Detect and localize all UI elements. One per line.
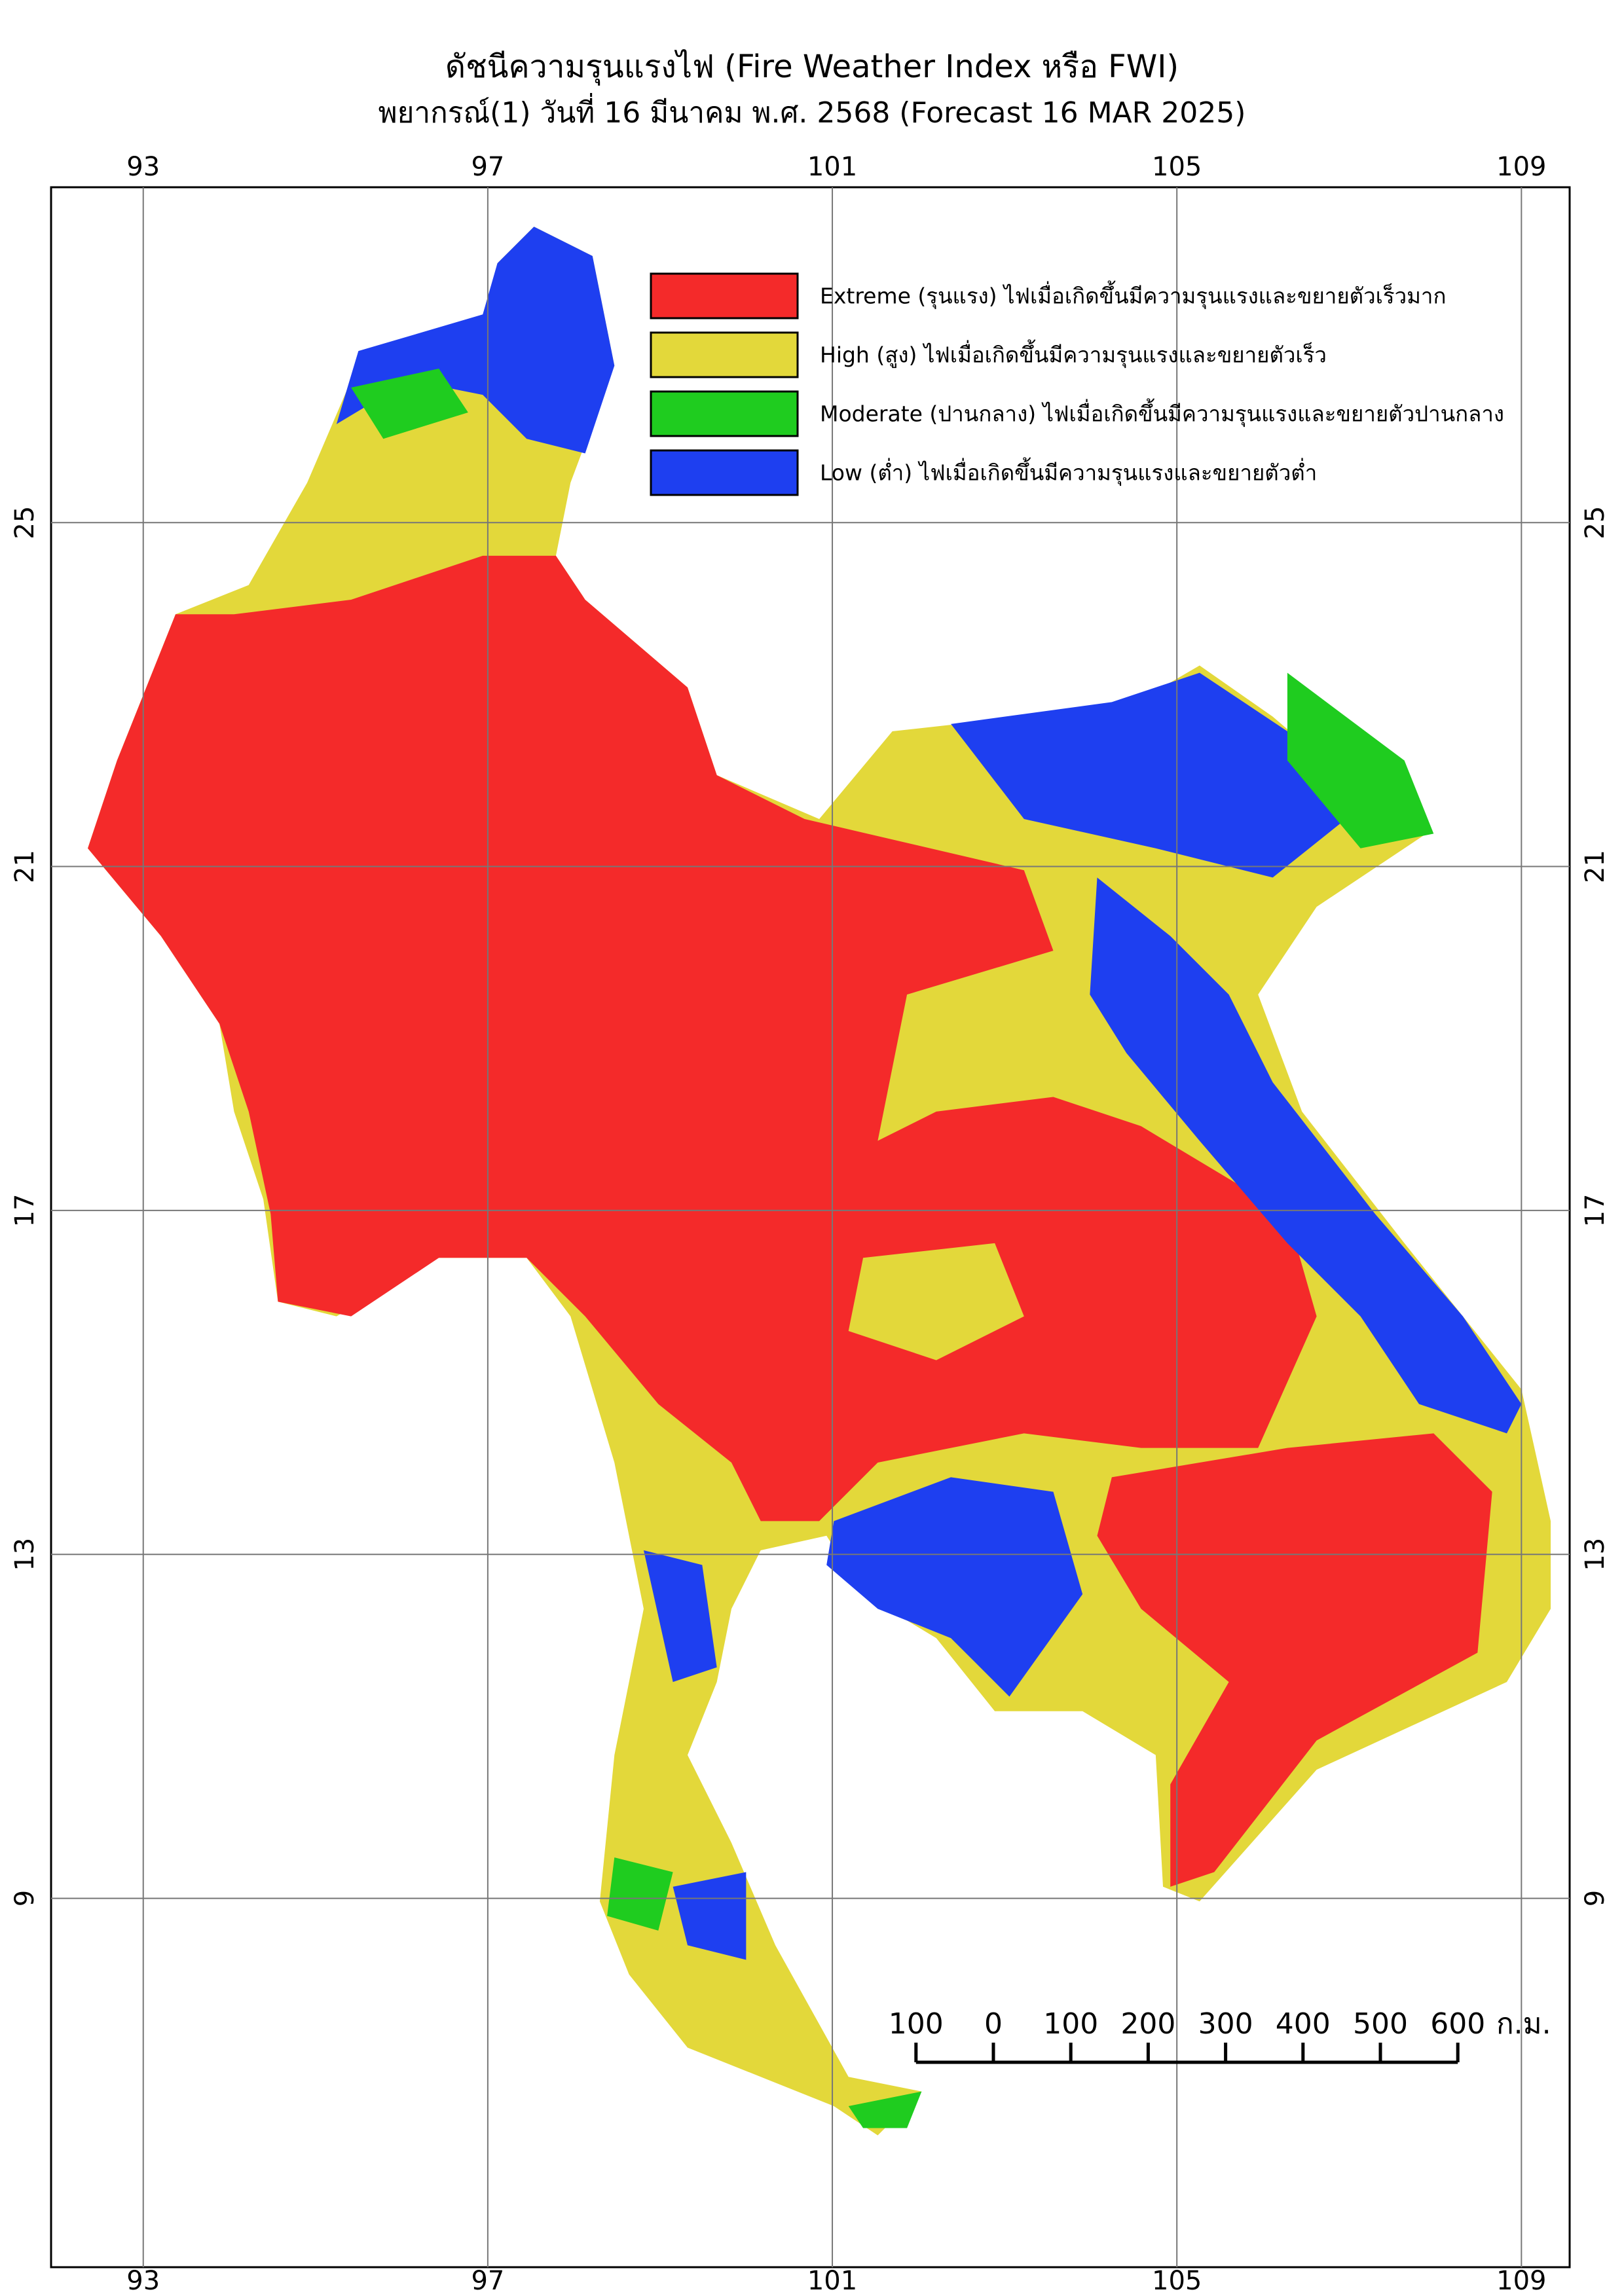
map-frame (50, 186, 1571, 2269)
region-low (673, 1872, 747, 1960)
scale-bar-label: 200 (1120, 2007, 1175, 2041)
region-low (336, 227, 615, 454)
x-tick-label: 101 (807, 2266, 857, 2296)
x-tick-label: 93 (126, 2266, 160, 2296)
x-tick-label: 109 (1496, 152, 1546, 182)
scale-bar-label: 500 (1353, 2007, 1408, 2041)
region-low (826, 1477, 1083, 1697)
region-moderate (351, 368, 468, 439)
y-tick-label: 13 (10, 1538, 40, 1571)
legend-label: High (สูง) ไฟเมื่อเกิดขึ้นมีความรุนแรงแล… (820, 340, 1327, 369)
region-low (1090, 877, 1522, 1434)
legend-swatch (650, 331, 799, 378)
map-area (88, 227, 1551, 2136)
scale-bar-label: 100 (1043, 2007, 1098, 2041)
scale-bar-unit: ก.ม. (1496, 2007, 1551, 2041)
x-tick-label: 109 (1496, 2266, 1546, 2296)
region-low (643, 1550, 717, 1683)
legend-swatch (650, 449, 799, 496)
region-moderate (848, 2091, 922, 2128)
legend-label: Moderate (ปานกลาง) ไฟเมื่อเกิดขึ้นมีความ… (820, 399, 1504, 428)
legend-label: Extreme (รุนแรง) ไฟเมื่อเกิดขึ้นมีความรุ… (820, 281, 1446, 310)
scale-bar-label: 100 (889, 2007, 944, 2041)
x-tick-label: 105 (1152, 2266, 1202, 2296)
y-tick-label: 21 (10, 850, 40, 883)
y-tick-label: 25 (1580, 506, 1610, 539)
map-subtitle: พยากรณ์(1) วันที่ 16 มีนาคม พ.ศ. 2568 (F… (378, 92, 1246, 130)
region-extreme (1097, 1433, 1492, 1887)
region-moderate (607, 1857, 673, 1931)
y-tick-label: 13 (1580, 1538, 1610, 1571)
x-tick-label: 93 (126, 152, 160, 182)
y-tick-label: 17 (1580, 1194, 1610, 1227)
scale-bar-label: 300 (1198, 2007, 1253, 2041)
scale-bar-label: 400 (1276, 2007, 1331, 2041)
y-tick-label: 21 (1580, 850, 1610, 883)
map-title: ดัชนีความรุนแรงไฟ (Fire Weather Index หร… (445, 48, 1179, 86)
y-tick-label: 25 (10, 506, 40, 539)
fire-index-regions (88, 227, 1551, 2136)
legend: Extreme (รุนแรง) ไฟเมื่อเกิดขึ้นมีความรุ… (650, 272, 1504, 496)
x-tick-label: 105 (1152, 152, 1202, 182)
scale-bar-label: 0 (984, 2007, 1003, 2041)
region-moderate (1287, 672, 1434, 848)
scale-bar: 100 0 100 200 300 400 500 600 ก.ม. (889, 2007, 1551, 2064)
region-low (951, 672, 1346, 878)
legend-swatch (650, 390, 799, 437)
x-tick-label: 97 (471, 152, 504, 182)
x-tick-label: 97 (471, 2266, 504, 2296)
y-tick-label: 9 (10, 1890, 40, 1906)
region-high (848, 1243, 1024, 1360)
x-tick-label: 101 (807, 152, 857, 182)
scale-bar-label: 600 (1430, 2007, 1485, 2041)
y-tick-label: 9 (1580, 1890, 1610, 1906)
legend-swatch (650, 272, 799, 319)
legend-label: Low (ต่ำ) ไฟเมื่อเกิดขึ้นมีความรุนแรงและ… (820, 458, 1317, 486)
graticule (51, 187, 1570, 2267)
y-tick-label: 17 (10, 1194, 40, 1227)
